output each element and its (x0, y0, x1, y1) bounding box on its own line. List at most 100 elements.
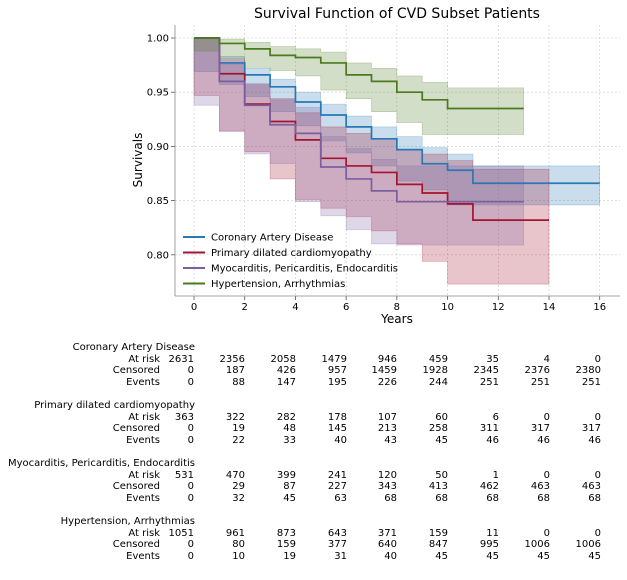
x-tick-label: 6 (343, 302, 349, 313)
risk-table-cell: 22 (232, 434, 245, 446)
risk-table-cell: 1006 (575, 539, 601, 550)
risk-table-cell: 45 (486, 550, 499, 562)
risk-table-cell: 45 (588, 550, 601, 562)
risk-table-cell: 2356 (219, 353, 245, 365)
risk-row-label: Censored (112, 481, 160, 492)
risk-table-cell: 0 (594, 469, 601, 481)
risk-table-cell: 0 (187, 492, 194, 504)
risk-table-cell: 0 (594, 353, 601, 365)
x-tick-label: 4 (292, 302, 298, 313)
risk-table-cell: 282 (276, 411, 296, 423)
risk-table-cell: 10 (232, 550, 245, 562)
risk-row-label: Censored (112, 423, 160, 434)
legend: Coronary Artery Disease Primary dilated c… (183, 233, 398, 290)
risk-table-cell: 470 (225, 469, 245, 481)
risk-table-cell: 33 (283, 434, 296, 446)
risk-table-cell: 68 (384, 492, 397, 504)
risk-table-cell: 120 (377, 469, 397, 481)
survival-curve (194, 37, 524, 110)
risk-row-label: At risk (128, 469, 160, 481)
risk-table-cell: 68 (537, 492, 550, 504)
risk-table-cell: 46 (486, 434, 499, 446)
risk-table-cell: 0 (543, 527, 550, 539)
risk-table-cell: 847 (428, 539, 448, 550)
x-tick-label: 0 (191, 302, 197, 313)
risk-table-cell: 159 (276, 539, 296, 550)
risk-table-cell: 4 (543, 353, 550, 365)
risk-group-name: Hypertension, Arrhythmias (60, 516, 195, 527)
risk-table-cell: 377 (327, 539, 347, 550)
risk-table-cell: 43 (384, 434, 397, 446)
survival-curve (194, 37, 550, 221)
risk-row-label: Censored (112, 365, 160, 376)
risk-table-cell: 1 (492, 469, 499, 481)
risk-table-cell: 1006 (524, 539, 550, 550)
risk-table-cell: 459 (428, 353, 448, 365)
legend-entry: Primary dilated cardiomyopathy (211, 248, 372, 259)
axes: 0 2 4 6 8 10 12 14 16 0.80 0.85 0.90 0.95 1.00 (147, 25, 620, 313)
risk-table-cell: 251 (530, 376, 550, 388)
risk-table-cell: 2058 (270, 353, 296, 365)
x-tick-label: 12 (492, 302, 505, 313)
x-tick-label: 14 (543, 302, 556, 313)
confidence-band (193, 37, 524, 135)
risk-table-cell: 463 (530, 481, 550, 492)
risk-table-cell: 159 (428, 527, 448, 539)
risk-row-label: At risk (128, 353, 160, 365)
risk-table-cell: 68 (435, 492, 448, 504)
risk-table-cell: 399 (276, 469, 296, 481)
risk-table-cell: 80 (232, 539, 245, 550)
risk-table-cell: 19 (283, 550, 296, 562)
risk-table-cell: 995 (479, 539, 499, 550)
risk-table-cell: 2380 (575, 365, 601, 376)
risk-table-cell: 462 (479, 481, 499, 492)
risk-table-cell: 68 (588, 492, 601, 504)
risk-table-cell: 50 (435, 469, 448, 481)
survival-curves (194, 37, 600, 221)
legend-entry: Hypertension, Arrhythmias (211, 279, 345, 290)
risk-table-cell: 45 (435, 550, 448, 562)
risk-table-cell: 2345 (473, 365, 499, 376)
risk-table-cell: 19 (232, 423, 245, 434)
risk-table-cell: 0 (187, 550, 194, 562)
risk-table-cell: 0 (187, 376, 194, 388)
risk-table-cell: 226 (377, 376, 397, 388)
risk-group-name: Myocarditis, Pericarditis, Endocarditis (7, 458, 195, 469)
risk-table-cell: 195 (327, 376, 347, 388)
risk-table-cell: 946 (377, 353, 397, 365)
risk-table-cell: 0 (543, 411, 550, 423)
risk-row-label: Events (126, 376, 160, 388)
x-axis-label: Years (380, 312, 413, 326)
risk-table-cell: 873 (276, 527, 296, 539)
risk-table-cell: 0 (187, 434, 194, 446)
risk-table-cell: 87 (283, 481, 296, 492)
risk-table-cell: 1928 (422, 365, 448, 376)
risk-table-cell: 68 (486, 492, 499, 504)
y-tick-label: 0.80 (147, 250, 169, 261)
risk-table-cell: 251 (581, 376, 601, 388)
risk-table-cell: 213 (377, 423, 397, 434)
risk-table-cell: 0 (594, 411, 601, 423)
risk-table-cell: 961 (225, 527, 245, 539)
risk-table-cell: 0 (543, 469, 550, 481)
survival-curve (194, 37, 600, 185)
risk-table-cell: 145 (327, 423, 347, 434)
risk-table-cell: 258 (428, 423, 448, 434)
legend-entry: Myocarditis, Pericarditis, Endocarditis (211, 264, 398, 275)
risk-row-label: Events (126, 492, 160, 504)
risk-table-cell: 241 (327, 469, 347, 481)
risk-table-cell: 1051 (168, 527, 194, 539)
risk-row-label: At risk (128, 411, 160, 423)
risk-row-label: Events (126, 434, 160, 446)
risk-table-cell: 11 (486, 527, 499, 539)
risk-table-cell: 6 (492, 411, 499, 423)
y-tick-label: 1.00 (147, 34, 169, 45)
risk-table-cell: 0 (187, 365, 194, 376)
risk-table-cell: 2631 (168, 353, 194, 365)
risk-table-cell: 371 (377, 527, 397, 539)
y-tick-label: 0.85 (147, 196, 169, 207)
risk-table-cell: 244 (428, 376, 448, 388)
risk-table-cell: 0 (187, 539, 194, 550)
risk-table-cell: 63 (334, 492, 347, 504)
